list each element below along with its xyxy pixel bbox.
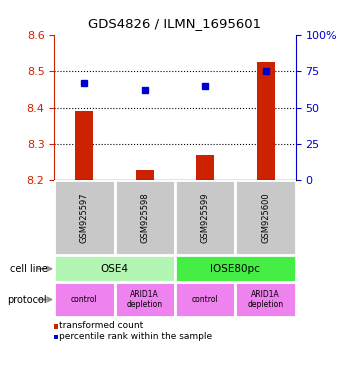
- Text: GDS4826 / ILMN_1695601: GDS4826 / ILMN_1695601: [89, 17, 261, 30]
- Bar: [235, 282, 296, 317]
- Text: control: control: [192, 295, 218, 304]
- Text: IOSE80pc: IOSE80pc: [210, 264, 260, 274]
- Bar: [175, 180, 235, 255]
- Text: control: control: [71, 295, 98, 304]
- Bar: [54, 180, 115, 255]
- Text: transformed count: transformed count: [59, 321, 143, 330]
- Bar: [175, 255, 296, 282]
- Bar: [175, 282, 235, 317]
- Bar: [257, 62, 275, 180]
- Text: ARID1A
depletion: ARID1A depletion: [247, 290, 284, 309]
- Text: ARID1A
depletion: ARID1A depletion: [127, 290, 163, 309]
- Text: GSM925599: GSM925599: [201, 193, 210, 243]
- Text: protocol: protocol: [8, 295, 47, 305]
- Text: GSM925597: GSM925597: [80, 193, 89, 243]
- Bar: [115, 180, 175, 255]
- Bar: [75, 111, 93, 180]
- Text: percentile rank within the sample: percentile rank within the sample: [59, 332, 212, 341]
- Text: cell line: cell line: [9, 264, 47, 274]
- Bar: [115, 282, 175, 317]
- Text: OSE4: OSE4: [101, 264, 129, 274]
- Bar: [54, 282, 115, 317]
- Bar: [235, 180, 296, 255]
- Text: GSM925598: GSM925598: [140, 193, 149, 243]
- Bar: [136, 169, 154, 180]
- Bar: [54, 255, 175, 282]
- Text: GSM925600: GSM925600: [261, 193, 270, 243]
- Bar: [196, 155, 214, 180]
